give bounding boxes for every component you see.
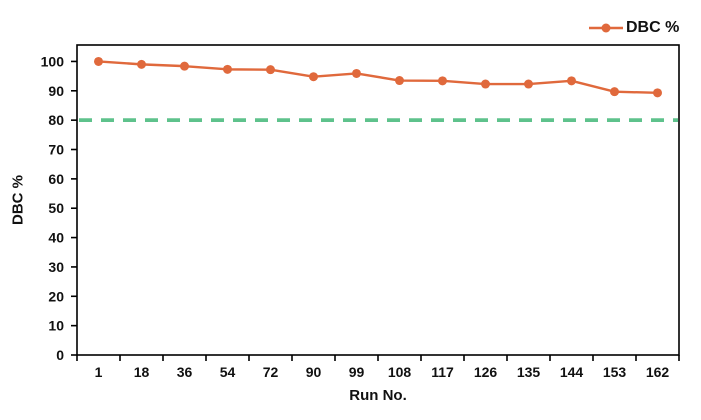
y-tick-label: 90 — [48, 83, 64, 99]
data-point-marker — [94, 56, 103, 66]
data-point-marker — [137, 59, 146, 69]
y-tick-label: 70 — [48, 142, 64, 158]
x-tick-label: 162 — [646, 364, 670, 380]
y-tick-label: 30 — [48, 259, 64, 275]
x-tick-label: 1 — [95, 364, 103, 380]
x-tick-label: 72 — [263, 364, 279, 380]
y-tick-label: 50 — [48, 200, 64, 216]
x-axis-title: Run No. — [349, 387, 407, 404]
data-point-marker — [481, 79, 490, 89]
y-tick-label: 10 — [48, 318, 64, 334]
x-tick-label: 144 — [560, 364, 584, 380]
x-tick-label: 18 — [134, 364, 150, 380]
data-point-marker — [309, 72, 318, 82]
y-tick-label: 60 — [48, 171, 64, 187]
data-point-marker — [438, 76, 447, 86]
x-tick-label: 36 — [177, 364, 193, 380]
plot-border — [76, 44, 680, 356]
data-point-marker — [567, 76, 576, 86]
x-tick-label: 135 — [517, 364, 541, 380]
x-tick-label: 99 — [349, 364, 365, 380]
x-tick-label: 153 — [603, 364, 627, 380]
data-point-marker — [653, 88, 662, 98]
legend-series-label: DBC % — [626, 19, 680, 36]
y-tick-label: 80 — [48, 112, 64, 128]
y-tick-label: 40 — [48, 230, 64, 246]
legend-series-marker-icon — [589, 23, 623, 33]
x-tick-label: 54 — [220, 364, 236, 380]
data-point-marker — [266, 65, 275, 75]
data-point-marker — [223, 64, 232, 74]
data-point-marker — [395, 76, 404, 86]
y-tick-label: 100 — [41, 53, 65, 69]
y-tick-label: 0 — [56, 347, 64, 363]
data-point-marker — [180, 61, 189, 71]
y-tick-label: 20 — [48, 288, 64, 304]
legend: DBC % — [589, 19, 679, 37]
data-point-marker — [610, 87, 619, 97]
y-axis-title-text: DBC % — [9, 174, 27, 226]
series-line — [98, 60, 658, 95]
x-tick-label: 90 — [306, 364, 322, 380]
x-tick-label: 108 — [388, 364, 412, 380]
data-point-marker — [524, 79, 533, 89]
x-tick-label: 126 — [474, 364, 498, 380]
x-tick-label: 117 — [431, 364, 454, 380]
data-point-marker — [352, 68, 361, 78]
